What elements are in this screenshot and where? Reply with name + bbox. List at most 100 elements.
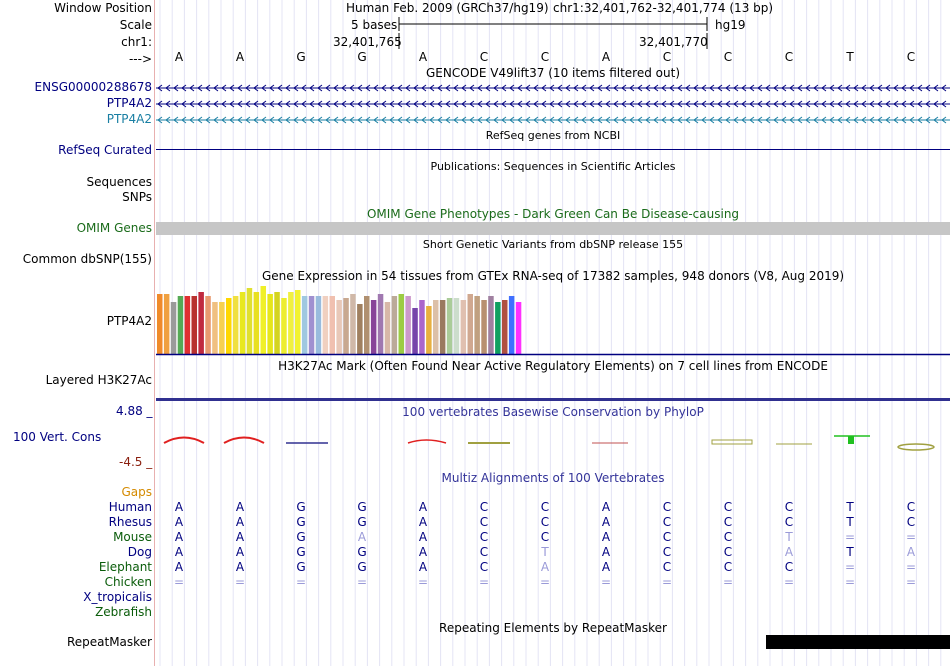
- gencode-strand-arrow: [653, 116, 659, 124]
- gencode-item-label-2[interactable]: PTP4A2: [106, 112, 152, 126]
- gencode-strand-arrow: [237, 116, 243, 124]
- gencode-strand-arrow: [381, 84, 387, 92]
- gencode-gene-features[interactable]: [156, 80, 950, 128]
- coord-right: 32,401,770: [639, 35, 708, 49]
- h3k27ac-label[interactable]: Layered H3K27Ac: [45, 373, 152, 387]
- gencode-strand-arrow: [333, 84, 339, 92]
- gtex-bar-chart[interactable]: [156, 284, 950, 356]
- gencode-strand-arrow: [789, 116, 795, 124]
- gencode-strand-arrow: [469, 84, 475, 92]
- multiz-base: =: [783, 575, 795, 589]
- gencode-strand-arrow: [197, 116, 203, 124]
- multiz-species-label[interactable]: Chicken: [104, 575, 152, 589]
- gencode-strand-arrow: [805, 116, 811, 124]
- multiz-base: A: [418, 545, 428, 559]
- gencode-strand-arrow: [909, 116, 915, 124]
- gencode-strand-arrow: [157, 100, 163, 108]
- multiz-base: =: [905, 530, 917, 544]
- multiz-species-label[interactable]: Elephant: [98, 560, 152, 574]
- gtex-bar: [191, 296, 197, 354]
- base-letter: G: [296, 50, 306, 64]
- gencode-item-label-1[interactable]: PTP4A2: [106, 96, 152, 110]
- gtex-bar: [364, 296, 370, 354]
- gtex-label[interactable]: PTP4A2: [106, 314, 152, 328]
- refseq-label[interactable]: RefSeq Curated: [58, 143, 152, 157]
- gtex-bar: [157, 294, 163, 354]
- h3k27ac-title[interactable]: H3K27Ac Mark (Often Found Near Active Re…: [278, 359, 828, 373]
- gencode-strand-arrow: [493, 116, 499, 124]
- multiz-species-label[interactable]: Human: [108, 500, 152, 514]
- gencode-strand-arrow: [861, 100, 867, 108]
- gencode-strand-arrow: [645, 84, 651, 92]
- dbsnp-label[interactable]: Common dbSNP(155): [22, 252, 152, 266]
- gencode-strand-arrow: [293, 116, 299, 124]
- gencode-strand-arrow: [309, 100, 315, 108]
- base-letter: C: [662, 50, 672, 64]
- multiz-base: C: [662, 560, 672, 574]
- multiz-base: =: [478, 575, 490, 589]
- gencode-strand-arrow: [581, 100, 587, 108]
- base-letter: T: [846, 50, 854, 64]
- base-letter: C: [479, 50, 489, 64]
- gencode-strand-arrow: [813, 84, 819, 92]
- gencode-strand-arrow: [485, 84, 491, 92]
- gencode-strand-arrow: [853, 84, 859, 92]
- multiz-gaps-label[interactable]: Gaps: [121, 485, 152, 499]
- gencode-strand-arrow: [325, 116, 331, 124]
- phylop-title[interactable]: 100 vertebrates Basewise Conservation by…: [402, 405, 704, 419]
- phylop-graph[interactable]: [156, 428, 950, 458]
- repeatmasker-element[interactable]: [766, 635, 950, 649]
- base-letter: A: [174, 50, 184, 64]
- multiz-base: A: [601, 515, 611, 529]
- publications-sequences-label[interactable]: Sequences: [86, 175, 152, 189]
- multiz-title[interactable]: Multiz Alignments of 100 Vertebrates: [441, 471, 665, 485]
- base-letter: C: [784, 50, 794, 64]
- gencode-strand-arrow: [709, 116, 715, 124]
- multiz-species-label[interactable]: Dog: [127, 545, 152, 559]
- h3k27ac-signal[interactable]: [156, 398, 950, 401]
- gencode-strand-arrow: [829, 116, 835, 124]
- multiz-base: C: [479, 500, 489, 514]
- gencode-strand-arrow: [917, 100, 923, 108]
- gencode-strand-arrow: [765, 116, 771, 124]
- omim-gene-bar[interactable]: [156, 222, 950, 235]
- gencode-strand-arrow: [429, 116, 435, 124]
- repeatmasker-title[interactable]: Repeating Elements by RepeatMasker: [439, 621, 667, 635]
- gencode-item-label-0[interactable]: ENSG00000288678: [34, 80, 152, 94]
- dbsnp-title[interactable]: Short Genetic Variants from dbSNP releas…: [422, 238, 684, 251]
- refseq-gene-line[interactable]: [156, 149, 950, 150]
- gencode-strand-arrow: [213, 100, 219, 108]
- multiz-base: A: [357, 530, 367, 544]
- base-letter: G: [357, 50, 367, 64]
- multiz-species-label[interactable]: Mouse: [113, 530, 152, 544]
- gencode-strand-arrow: [285, 84, 291, 92]
- publications-title[interactable]: Publications: Sequences in Scientific Ar…: [430, 160, 676, 173]
- multiz-species-label[interactable]: X_tropicalis: [83, 590, 152, 604]
- gtex-bar: [419, 300, 425, 354]
- gencode-strand-arrow: [589, 116, 595, 124]
- gencode-strand-arrow: [517, 84, 523, 92]
- gencode-title[interactable]: GENCODE V49lift37 (10 items filtered out…: [425, 66, 680, 80]
- assembly-text: Human Feb. 2009 (GRCh37/hg19): [346, 1, 549, 15]
- multiz-species-label[interactable]: Rhesus: [108, 515, 152, 529]
- multiz-species-label[interactable]: Zebrafish: [95, 605, 152, 619]
- multiz-base: A: [601, 530, 611, 544]
- publications-snps-label[interactable]: SNPs: [122, 190, 152, 204]
- gtex-bar: [329, 296, 335, 354]
- gtex-title[interactable]: Gene Expression in 54 tissues from GTEx …: [261, 269, 845, 283]
- gencode-strand-arrow: [397, 84, 403, 92]
- omim-label[interactable]: OMIM Genes: [76, 221, 152, 235]
- multiz-base: A: [235, 515, 245, 529]
- gencode-strand-arrow: [181, 116, 187, 124]
- phylop-label[interactable]: 100 Vert. Cons: [13, 430, 102, 444]
- gencode-strand-arrow: [613, 84, 619, 92]
- refseq-title[interactable]: RefSeq genes from NCBI: [485, 129, 621, 142]
- multiz-base: =: [173, 575, 185, 589]
- repeatmasker-label[interactable]: RepeatMasker: [66, 635, 152, 649]
- gencode-strand-arrow: [453, 100, 459, 108]
- omim-title[interactable]: OMIM Gene Phenotypes - Dark Green Can Be…: [366, 207, 740, 221]
- gencode-strand-arrow: [773, 100, 779, 108]
- gencode-strand-arrow: [197, 100, 203, 108]
- gencode-strand-arrow: [589, 100, 595, 108]
- multiz-base: A: [174, 530, 184, 544]
